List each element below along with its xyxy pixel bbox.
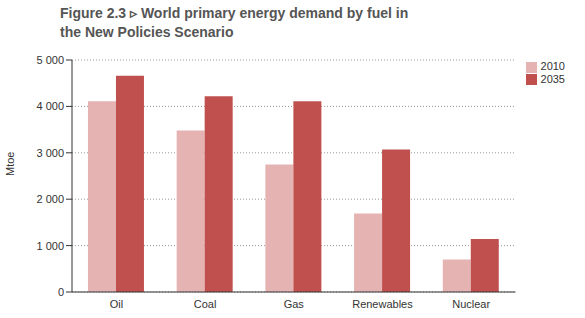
svg-text:2 000: 2 000: [36, 193, 64, 205]
svg-text:Oil: Oil: [110, 298, 123, 310]
html-text:2010: 2010: [540, 60, 565, 72]
svg-text:Renewables: Renewables: [352, 298, 413, 310]
svg-text:5 000: 5 000: [36, 54, 64, 66]
html-text:Figure 2.3 ▹ World primary ene: Figure 2.3 ▹ World primary energy demand…: [60, 5, 409, 40]
svg-text:0: 0: [58, 286, 64, 298]
svg-text:Nuclear: Nuclear: [452, 298, 490, 310]
svg-text:1 000: 1 000: [36, 240, 64, 252]
svg-text:3 000: 3 000: [36, 147, 64, 159]
svg-text:4 000: 4 000: [36, 100, 64, 112]
svg-text:Mtoe: Mtoe: [8, 152, 16, 176]
html-text:2035: 2035: [540, 72, 565, 85]
svg-text:Gas: Gas: [284, 298, 305, 310]
svg-text:Coal: Coal: [194, 298, 217, 310]
